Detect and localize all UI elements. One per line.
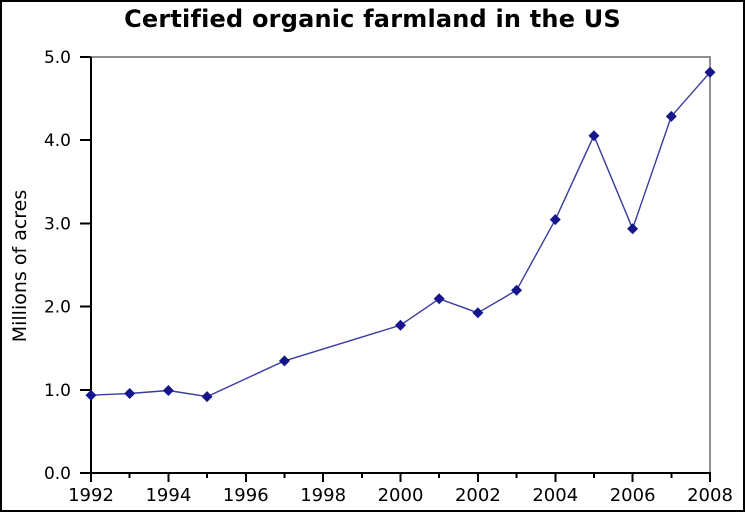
x-tick-label: 2000 — [378, 485, 424, 506]
data-point-marker — [704, 66, 716, 78]
data-point-marker — [549, 214, 561, 226]
data-point-marker — [201, 391, 213, 403]
x-tick-label: 1996 — [223, 485, 269, 506]
x-tick-label: 1998 — [300, 485, 346, 506]
x-tick-label: 2002 — [455, 485, 501, 506]
data-point-marker — [433, 293, 445, 305]
data-point-marker — [278, 355, 290, 367]
data-point-marker — [162, 385, 174, 397]
y-tick-label: 4.0 — [44, 131, 71, 151]
data-point-marker — [124, 387, 136, 399]
data-point-marker — [85, 389, 97, 401]
data-point-marker — [627, 223, 639, 235]
x-tick-label: 2006 — [610, 485, 656, 506]
y-tick-label: 2.0 — [44, 298, 71, 318]
data-point-marker — [665, 110, 677, 122]
y-tick-label: 1.0 — [44, 381, 71, 401]
data-point-marker — [511, 284, 523, 296]
y-tick-label: 5.0 — [44, 48, 71, 68]
y-tick-label: 0.0 — [44, 464, 71, 484]
chart-title: Certified organic farmland in the US — [124, 5, 621, 33]
data-series-line — [90, 71, 711, 398]
data-point-marker — [588, 130, 600, 142]
x-tick-label: 2008 — [687, 485, 733, 506]
y-tick-label: 3.0 — [44, 214, 71, 234]
data-point-marker — [395, 319, 406, 331]
data-point-marker — [472, 307, 484, 319]
x-tick-label: 1992 — [68, 485, 114, 506]
x-tick-label: 1994 — [145, 485, 191, 506]
x-tick-label: 2004 — [532, 485, 578, 506]
